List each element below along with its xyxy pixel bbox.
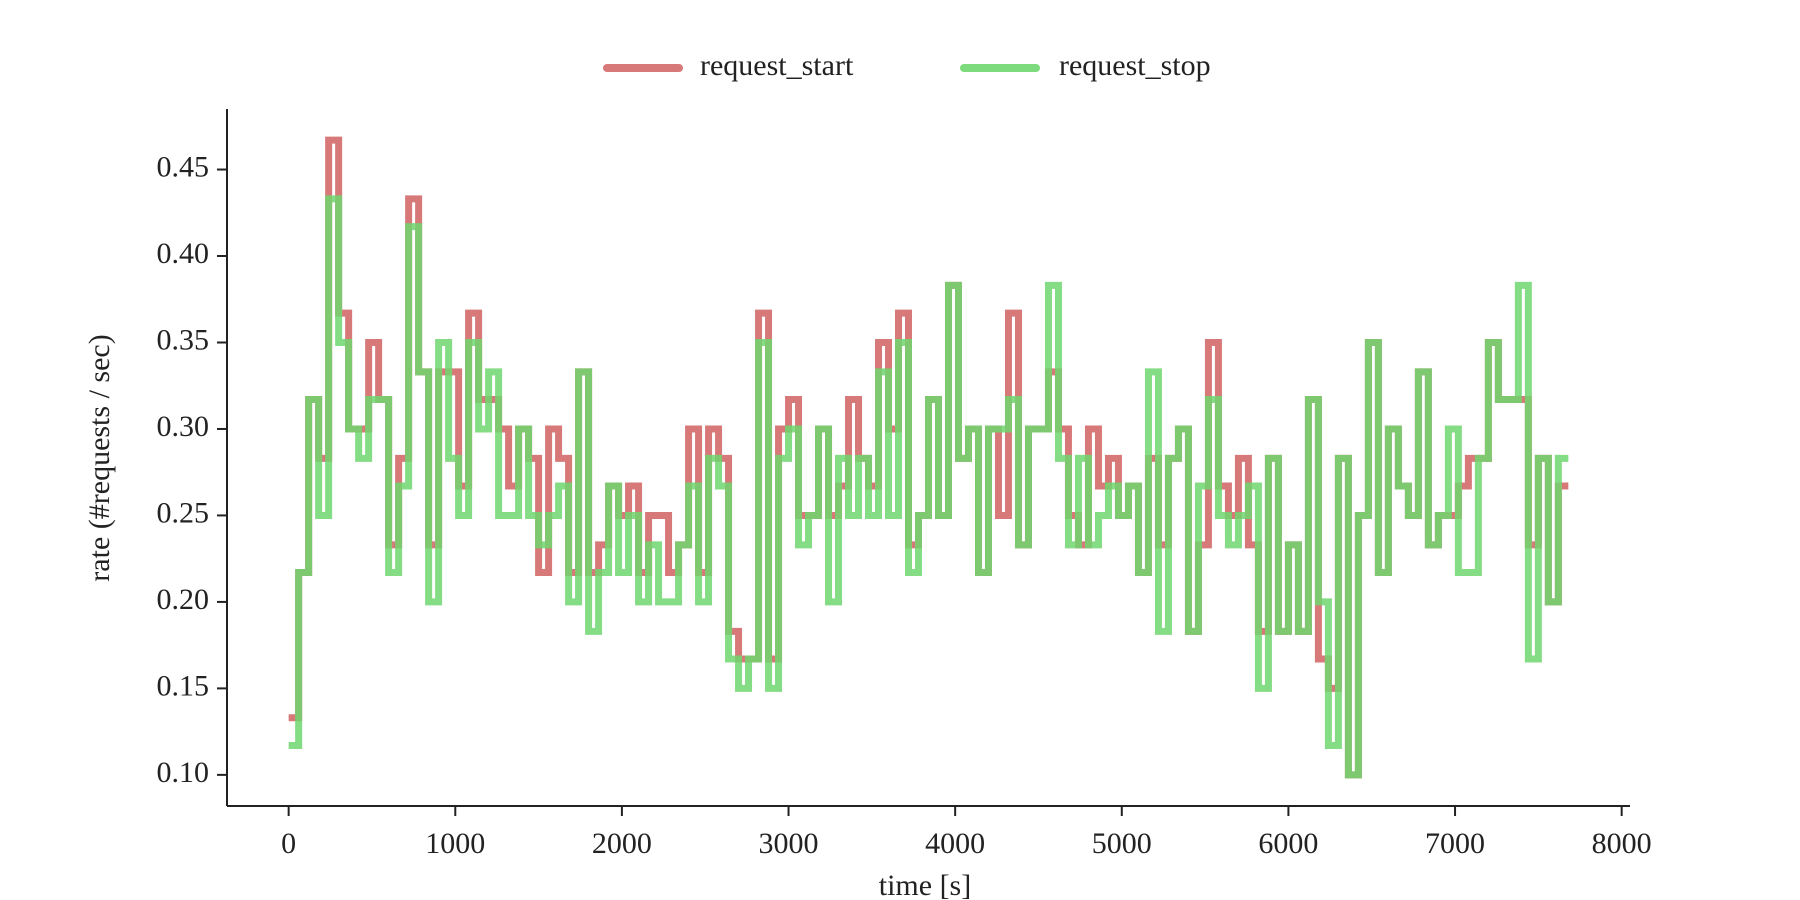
y-tick-label: 0.15	[157, 669, 210, 702]
step-line	[288, 195, 1569, 779]
legend-label: request_stop	[1059, 49, 1211, 82]
x-tick-label: 7000	[1425, 827, 1485, 860]
x-tick-label: 4000	[925, 827, 985, 860]
y-tick-label: 0.35	[157, 323, 210, 356]
y-tick-label: 0.20	[157, 583, 210, 616]
x-tick-label: 2000	[592, 827, 652, 860]
y-tick-label: 0.45	[157, 150, 210, 183]
y-axis-label: rate (#requests / sec)	[83, 334, 116, 581]
legend-label: request_start	[700, 49, 854, 82]
x-axis-label: time [s]	[879, 869, 971, 900]
x-tick-label: 3000	[759, 827, 819, 860]
x-tick-label: 0	[281, 827, 296, 860]
y-tick-label: 0.25	[157, 496, 210, 529]
y-tick-label: 0.30	[157, 410, 210, 443]
x-tick-label: 6000	[1258, 827, 1318, 860]
x-tick-label: 8000	[1592, 827, 1652, 860]
x-tick-label: 5000	[1092, 827, 1152, 860]
y-tick-label: 0.10	[157, 756, 210, 789]
x-tick-label: 1000	[425, 827, 485, 860]
y-tick-label: 0.40	[157, 237, 210, 270]
